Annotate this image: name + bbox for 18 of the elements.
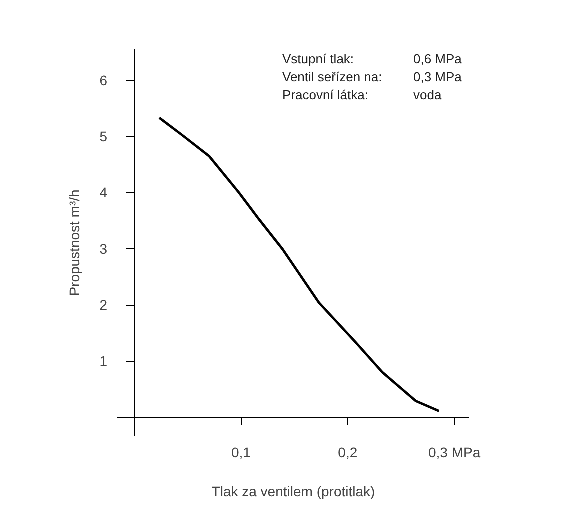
line-series xyxy=(158,116,440,412)
y-tick-label: 4 xyxy=(100,184,108,201)
x-tick-label: 0,1 xyxy=(232,444,252,460)
annotation: 0,6 MPa xyxy=(414,52,463,66)
annotation: Ventil seřízen na: xyxy=(282,70,382,84)
annotation: Pracovní látka: xyxy=(282,88,368,102)
x-tick-label: 0,3 MPa xyxy=(428,444,481,460)
y-tick-label: 6 xyxy=(100,72,108,88)
x-axis-title: Tlak za ventilem (protitlak) xyxy=(212,484,376,500)
annotation: voda xyxy=(414,88,442,102)
y-tick-label: 1 xyxy=(100,353,108,370)
y-tick-label: 3 xyxy=(100,240,108,257)
y-tick-label: 5 xyxy=(100,128,108,145)
y-axis-title: Propustnost m³/h xyxy=(66,190,83,296)
y-tick-label: 2 xyxy=(100,297,108,314)
x-tick-label: 0,2 xyxy=(338,444,358,460)
annotation: Vstupní tlak: xyxy=(282,52,354,66)
annotation: 0,3 MPa xyxy=(414,70,463,84)
